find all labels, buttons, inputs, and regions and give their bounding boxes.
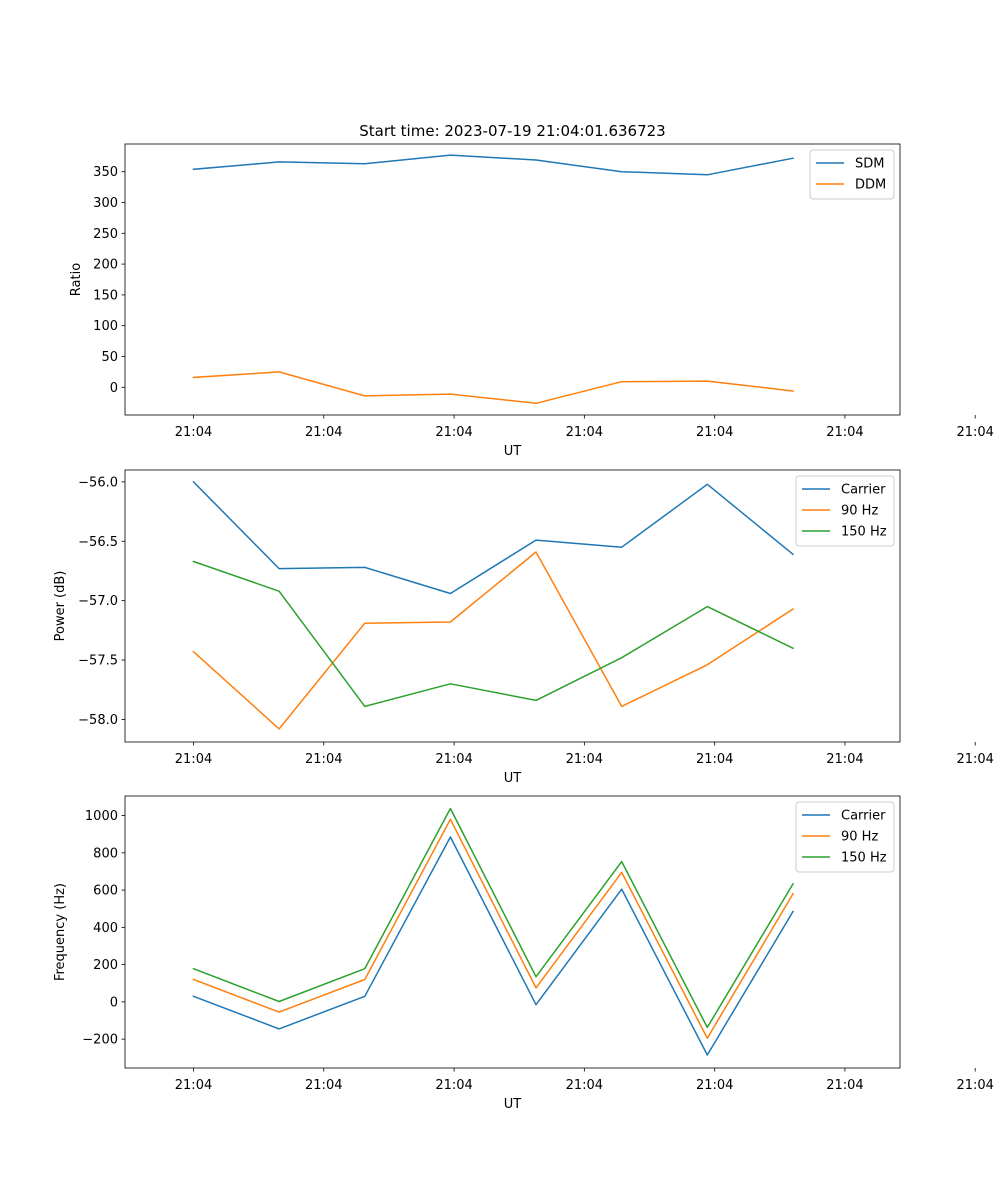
plot-area — [125, 144, 900, 415]
series-line-carrier — [192, 480, 795, 595]
y-tick-label: 50 — [101, 350, 118, 365]
x-axis-label: UT — [504, 444, 522, 459]
y-tick-label: 600 — [93, 884, 118, 899]
y-tick-label: −56.0 — [78, 475, 118, 490]
y-tick-label: −57.0 — [78, 594, 118, 609]
x-axis-label: UT — [504, 1097, 522, 1112]
axes-frame — [124, 469, 901, 743]
y-axis-label: Power (dB) — [53, 571, 68, 642]
legend-label-sdm: SDM — [855, 157, 884, 172]
y-tick-label: −58.0 — [78, 713, 118, 728]
x-tick-label: 21:04 — [175, 425, 212, 440]
legend: Carrier 90 Hz 150 Hz — [795, 475, 895, 547]
x-tick-label: 21:04 — [696, 752, 733, 767]
y-tick-label: 300 — [93, 196, 118, 211]
axes-frame — [124, 795, 901, 1069]
legend: Carrier 90 Hz 150 Hz — [795, 801, 895, 873]
x-tick-label: 21:04 — [566, 752, 603, 767]
y-tick-label: 100 — [93, 319, 118, 334]
legend-label-90-hz: 90 Hz — [841, 504, 878, 519]
y-tick-label: 1000 — [85, 809, 118, 824]
x-tick-label: 21:04 — [956, 1078, 993, 1093]
legend-frame — [795, 801, 895, 873]
legend-label-carrier: Carrier — [841, 483, 886, 498]
x-tick-label: 21:04 — [566, 425, 603, 440]
series-line-carrier — [192, 836, 795, 1056]
y-tick-label: 350 — [93, 165, 118, 180]
series-line-ddm — [192, 371, 794, 405]
x-tick-label: 21:04 — [435, 425, 472, 440]
x-tick-label: 21:04 — [175, 752, 212, 767]
x-tick-label: 21:04 — [305, 1078, 342, 1093]
y-tick-label: 800 — [93, 846, 118, 861]
y-tick-label: 200 — [93, 258, 118, 273]
axes-frame — [124, 143, 901, 416]
subplots: 21:04 21:04 21:04 21:04 21:04 21:04 21:04 0 50 10… — [53, 143, 994, 1112]
legend-label-150-hz: 150 Hz — [841, 525, 887, 540]
x-tick-label: 21:04 — [305, 752, 342, 767]
series-line-150-hz — [192, 807, 795, 1029]
series-line-90-hz — [192, 818, 795, 1039]
y-tick-label: 400 — [93, 921, 118, 936]
x-tick-label: 21:04 — [696, 425, 733, 440]
plot-area — [125, 470, 900, 742]
y-tick-label: 150 — [93, 288, 118, 303]
x-axis-label: UT — [504, 771, 522, 786]
y-axis-label: Frequency (Hz) — [53, 883, 68, 981]
y-tick-label: −200 — [82, 1033, 118, 1048]
legend-label-90-hz: 90 Hz — [841, 830, 878, 845]
series-line-sdm — [192, 154, 794, 176]
subplot-2: 21:04 21:04 21:04 21:04 21:04 21:04 21:04 −58.0… — [53, 469, 994, 786]
subplot-3: 21:04 21:04 21:04 21:04 21:04 21:04 21:04 −200 0… — [53, 795, 994, 1112]
y-tick-label: 0 — [110, 995, 118, 1010]
x-tick-label: 21:04 — [956, 425, 993, 440]
x-tick-label: 21:04 — [435, 1078, 472, 1093]
series-line-90-hz — [192, 551, 795, 730]
y-tick-label: 0 — [110, 381, 118, 396]
legend-label-carrier: Carrier — [841, 809, 886, 824]
series-line-150-hz — [192, 560, 795, 708]
legend-label-150-hz: 150 Hz — [841, 851, 887, 866]
y-tick-label: −56.5 — [78, 535, 118, 550]
y-tick-label: 250 — [93, 227, 118, 242]
legend-label-ddm: DDM — [855, 178, 886, 193]
figure-title: Start time: 2023-07-19 21:04:01.636723 — [359, 122, 665, 140]
y-tick-label: −57.5 — [78, 654, 118, 669]
legend: SDM DDM — [809, 149, 895, 200]
x-tick-label: 21:04 — [305, 425, 342, 440]
x-tick-label: 21:04 — [826, 752, 863, 767]
x-tick-label: 21:04 — [696, 1078, 733, 1093]
x-tick-label: 21:04 — [826, 425, 863, 440]
x-tick-label: 21:04 — [566, 1078, 603, 1093]
subplot-1: 21:04 21:04 21:04 21:04 21:04 21:04 21:04 0 50 10… — [69, 143, 994, 459]
legend-frame — [795, 475, 895, 547]
x-tick-label: 21:04 — [956, 752, 993, 767]
x-tick-label: 21:04 — [435, 752, 472, 767]
x-tick-label: 21:04 — [175, 1078, 212, 1093]
y-axis-label: Ratio — [69, 263, 84, 296]
x-tick-label: 21:04 — [826, 1078, 863, 1093]
y-tick-label: 200 — [93, 958, 118, 973]
